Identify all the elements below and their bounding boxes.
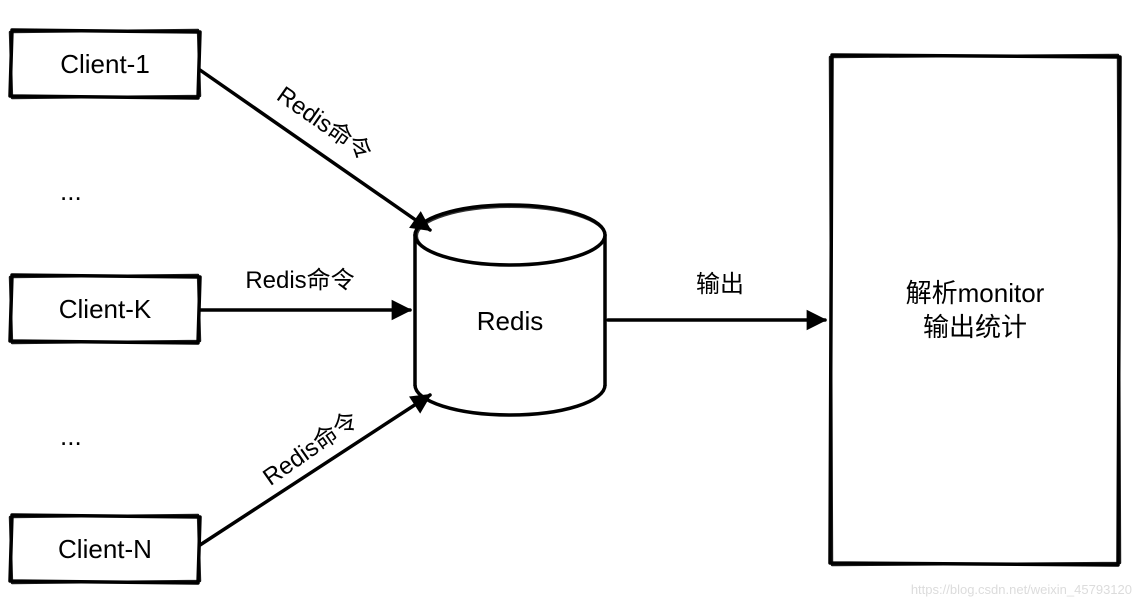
monitor-box [830, 55, 1120, 565]
client-k-label: Client-K [59, 294, 152, 324]
client-n-box: Client-N [10, 515, 200, 583]
redis-label: Redis [477, 306, 543, 336]
edge-ek-label: Redis命令 [245, 267, 354, 294]
edge-eo-label: 输出 [696, 271, 744, 298]
redis-cylinder: Redis [415, 205, 605, 415]
watermark: https://blog.csdn.net/weixin_45793120 [911, 582, 1132, 597]
monitor-line2: 输出统计 [923, 312, 1027, 342]
edge-ek: Redis命令 [200, 267, 410, 310]
edge-eo: 输出 [608, 271, 825, 320]
monitor-line1: 解析monitor [906, 278, 1045, 308]
ellipsis-0: ... [60, 176, 82, 206]
client-1-box: Client-1 [10, 30, 200, 98]
edge-en: Redis命令 [200, 395, 430, 545]
client-n-label: Client-N [58, 534, 152, 564]
edge-e1-label: Redis命令 [272, 81, 377, 166]
ellipsis-1: ... [60, 421, 82, 451]
client-1-label: Client-1 [60, 49, 150, 79]
edge-e1: Redis命令 [200, 70, 430, 230]
client-k-box: Client-K [10, 275, 200, 343]
